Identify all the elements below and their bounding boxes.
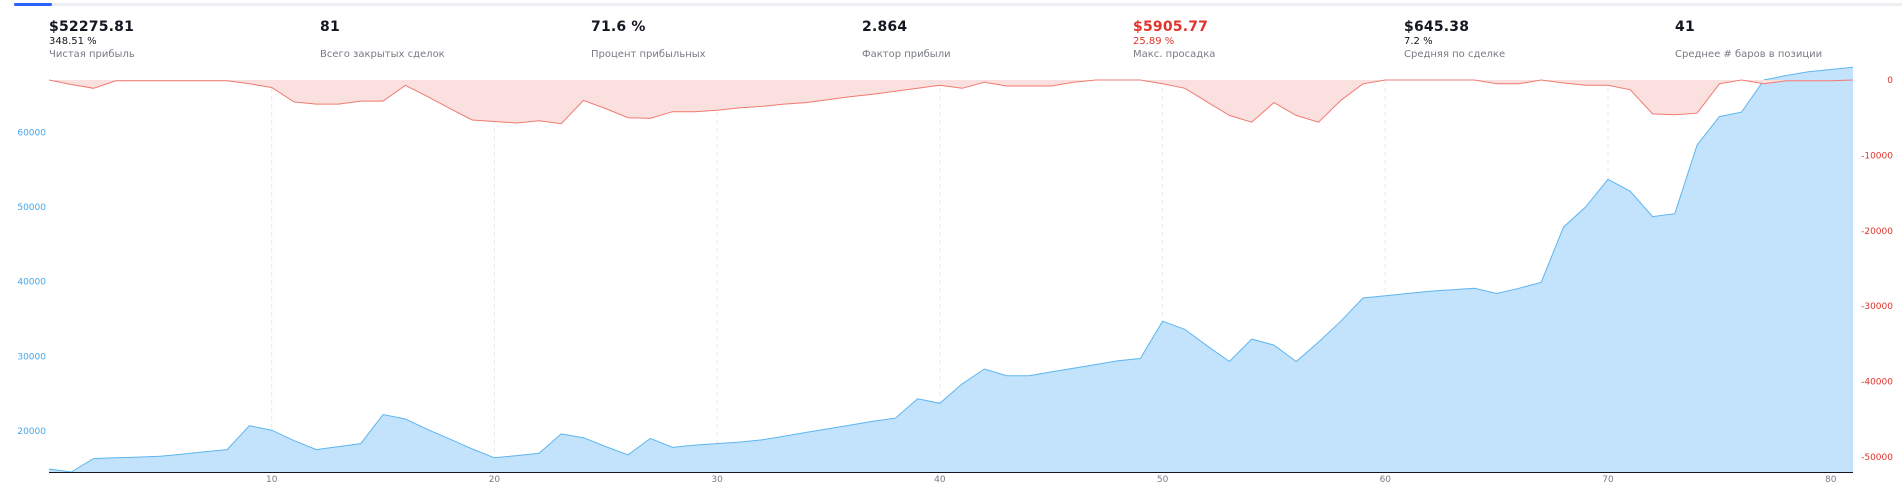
x-tick-label: 60 (1380, 475, 1392, 484)
stat-percent-profitable: 71.6 % Процент прибыльных (591, 18, 851, 62)
x-tick-label: 70 (1602, 475, 1614, 484)
avg-trade-label: Средняя по сделке (1404, 49, 1506, 60)
percent-profitable-label: Процент прибыльных (591, 49, 706, 60)
stats-bar: $52275.81 348.51 % Чистая прибыль 81 Все… (0, 18, 1902, 68)
avg-trade-percent: 7.2 % (1404, 36, 1433, 47)
equity-line (48, 66, 1854, 473)
avg-bars-value: 41 (1675, 19, 1695, 35)
stat-profit-factor: 2.864 Фактор прибыли (862, 18, 1122, 62)
max-drawdown-label: Макс. просадка (1133, 49, 1216, 60)
equity-area (49, 67, 1853, 473)
x-tick-label: 10 (266, 475, 278, 484)
stat-total-trades: 81 Всего закрытых сделок (320, 18, 580, 62)
percent-profitable-value: 71.6 % (591, 19, 646, 35)
left-axis-tick-label: 60000 (17, 128, 46, 138)
profit-factor-label: Фактор прибыли (862, 49, 951, 60)
progress-bar (14, 3, 52, 6)
right-axis-tick-label: -40000 (1861, 378, 1893, 388)
max-drawdown-value: $5905.77 (1133, 19, 1209, 35)
right-axis-tick-label: -30000 (1861, 302, 1893, 312)
avg-trade-value: $645.38 (1404, 19, 1470, 35)
net-profit-label: Чистая прибыль (49, 49, 135, 60)
x-tick-label: 30 (711, 475, 723, 484)
total-trades-label: Всего закрытых сделок (320, 49, 445, 60)
total-trades-value: 81 (320, 19, 340, 35)
x-tick-label: 40 (934, 475, 946, 484)
x-tick-label: 20 (489, 475, 501, 484)
left-axis-tick-label: 30000 (17, 352, 46, 362)
progress-track (14, 3, 1902, 6)
left-axis-tick-label: 40000 (17, 278, 46, 288)
max-drawdown-percent: 25.89 % (1133, 36, 1175, 47)
right-axis-tick-label: -10000 (1861, 151, 1893, 161)
avg-bars-label: Среднее # баров в позиции (1675, 49, 1823, 60)
x-tick-label: 50 (1157, 475, 1169, 484)
net-profit-value: $52275.81 (49, 19, 135, 35)
drawdown-area (49, 80, 1853, 124)
right-axis-tick-label: 0 (1887, 76, 1893, 86)
drawdown-line (48, 79, 1854, 125)
x-tick-label: 80 (1825, 475, 1837, 484)
stat-avg-bars: 41 Среднее # баров в позиции (1675, 18, 1902, 62)
left-axis-tick-label: 20000 (17, 427, 46, 437)
profit-factor-value: 2.864 (862, 19, 908, 35)
net-profit-percent: 348.51 % (49, 36, 97, 47)
stat-max-drawdown: $5905.77 25.89 % Макс. просадка (1133, 18, 1393, 62)
stat-avg-trade: $645.38 7.2 % Средняя по сделке (1404, 18, 1664, 62)
left-axis-tick-label: 50000 (17, 203, 46, 213)
stat-net-profit: $52275.81 348.51 % Чистая прибыль (49, 18, 309, 62)
right-axis-tick-label: -20000 (1861, 227, 1893, 237)
right-axis-tick-label: -50000 (1861, 453, 1893, 463)
